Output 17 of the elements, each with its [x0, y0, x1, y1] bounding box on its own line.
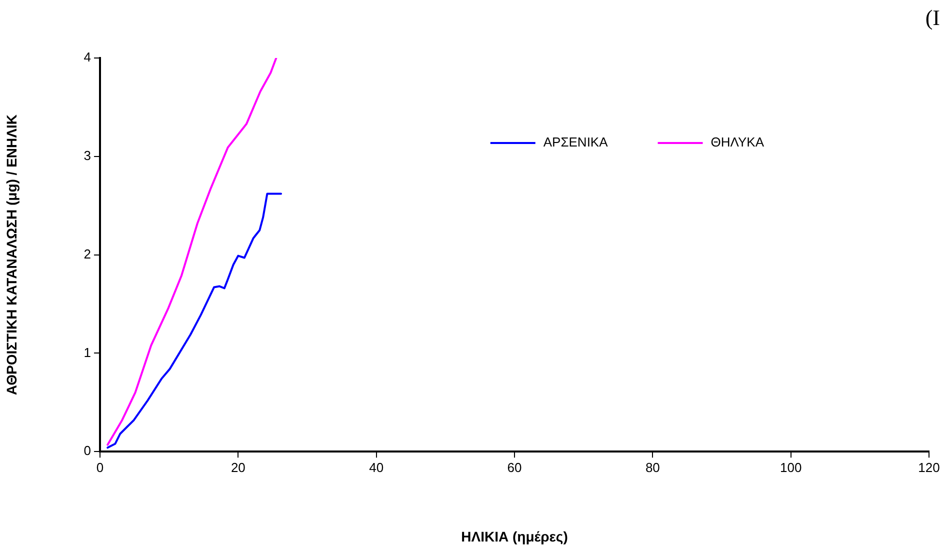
- y-tick-label: 3: [84, 148, 92, 163]
- x-tick-label: 0: [96, 460, 104, 475]
- text: (Ι: [925, 4, 940, 30]
- x-tick-label: 60: [507, 460, 522, 475]
- x-tick-label: 80: [645, 460, 660, 475]
- legend-label: ΑΡΣΕΝΙΚΑ: [543, 134, 608, 150]
- x-tick-label: 100: [780, 460, 802, 475]
- y-tick-label: 2: [84, 246, 92, 262]
- y-tick-label: 0: [84, 443, 92, 458]
- y-axis-title: ΑΘΡΟΙΣΤΙΚΗ ΚΑΤΑΝΑΛΩΣΗ (μg) / ΕΝΗΛΙΚ: [3, 114, 20, 396]
- x-tick-label: 20: [230, 460, 246, 475]
- x-tick-label: 120: [918, 460, 940, 475]
- x-axis-title: ΗΛΙΚΙΑ (ημέρες): [461, 528, 568, 544]
- x-tick-label: 40: [369, 460, 384, 475]
- legend-label: ΘΗΛΥΚΑ: [710, 134, 764, 150]
- y-tick-label: 4: [84, 50, 92, 65]
- y-tick-label: 1: [84, 344, 92, 360]
